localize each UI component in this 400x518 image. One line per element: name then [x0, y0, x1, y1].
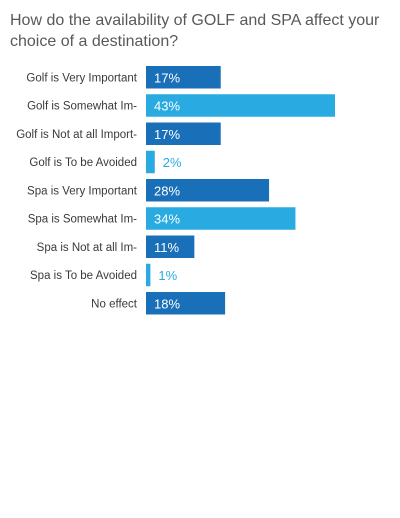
value-label: 34%: [154, 212, 180, 227]
value-label: 11%: [154, 240, 179, 255]
category-label: Golf is To be Avoided: [29, 157, 137, 169]
bar: [146, 122, 221, 145]
value-label: 2%: [163, 155, 182, 170]
category-label: Spa is Very Important: [27, 185, 138, 197]
category-label: Golf is Somewhat Im-: [27, 101, 137, 113]
category-label: Spa is Somewhat Im-: [28, 214, 137, 226]
bar: [146, 179, 270, 202]
category-label: Golf is Very Important: [26, 72, 137, 84]
category-label: No effect: [91, 298, 138, 310]
category-label: Golf is Not at all Import-: [16, 129, 137, 141]
chart-title: How do the availability of GOLF and SPA …: [10, 12, 380, 50]
category-label: Spa is To be Avoided: [30, 270, 137, 282]
bar: [146, 235, 195, 258]
bar: [146, 94, 335, 117]
value-label: 43%: [154, 99, 180, 114]
value-label: 1%: [158, 268, 177, 283]
bar: [146, 207, 296, 230]
bar: [146, 263, 151, 287]
bar: [146, 150, 155, 174]
value-label: 28%: [154, 183, 180, 198]
bar: [146, 292, 226, 315]
bar: [146, 66, 221, 89]
value-label: 17%: [154, 127, 180, 142]
value-label: 17%: [154, 70, 180, 85]
category-label: Spa is Not at all Im-: [37, 242, 138, 254]
value-label: 18%: [154, 296, 180, 311]
